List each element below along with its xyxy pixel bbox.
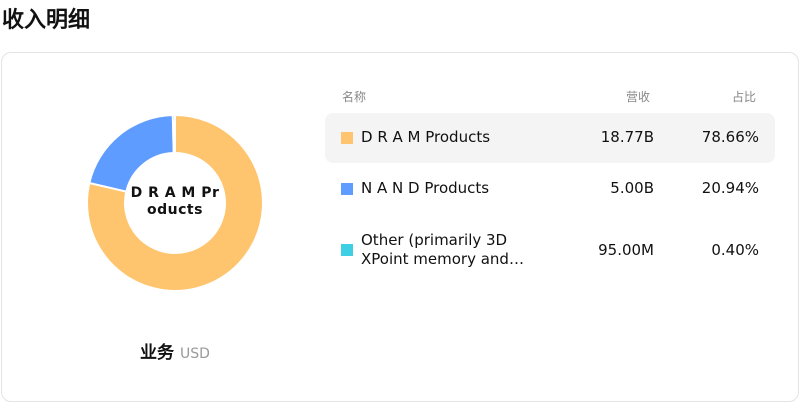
row-revenue: 18.77B	[600, 128, 654, 146]
header-name: 名称	[342, 90, 367, 104]
table-row[interactable]: Other (primarily 3D XPoint memory and… 9…	[325, 222, 775, 278]
center-line-1: D R A M Pr	[130, 185, 220, 201]
color-swatch	[341, 183, 353, 195]
row-share: 78.66%	[701, 128, 759, 146]
page-title: 收入明细	[2, 8, 91, 33]
row-name: N A N D Products	[361, 179, 490, 197]
row-revenue: 95.00M	[598, 241, 654, 259]
header-revenue: 营收	[626, 90, 651, 104]
table-row[interactable]: N A N D Products 5.00B 20.94%	[325, 164, 775, 214]
header-share: 占比	[732, 90, 757, 104]
color-swatch	[341, 132, 353, 144]
donut-slice[interactable]	[86, 113, 264, 292]
color-swatch	[341, 244, 353, 256]
row-revenue: 5.00B	[610, 179, 654, 197]
row-share: 0.40%	[711, 241, 759, 259]
chart-footer: 业务 USD	[0, 338, 350, 363]
donut-center-label: D R A M Pr oducts	[120, 185, 230, 219]
table-row[interactable]: D R A M Products 18.77B 78.66%	[325, 113, 775, 163]
row-share: 20.94%	[701, 179, 759, 197]
footer-label: 业务	[140, 343, 175, 363]
donut-slice[interactable]	[88, 114, 175, 193]
currency-label: USD	[180, 346, 210, 362]
donut-slice[interactable]	[171, 113, 176, 155]
row-name: Other (primarily 3D XPoint memory and…	[361, 231, 524, 268]
center-line-2: oducts	[147, 202, 203, 218]
row-name: D R A M Products	[361, 128, 491, 146]
donut-chart	[86, 113, 264, 292]
